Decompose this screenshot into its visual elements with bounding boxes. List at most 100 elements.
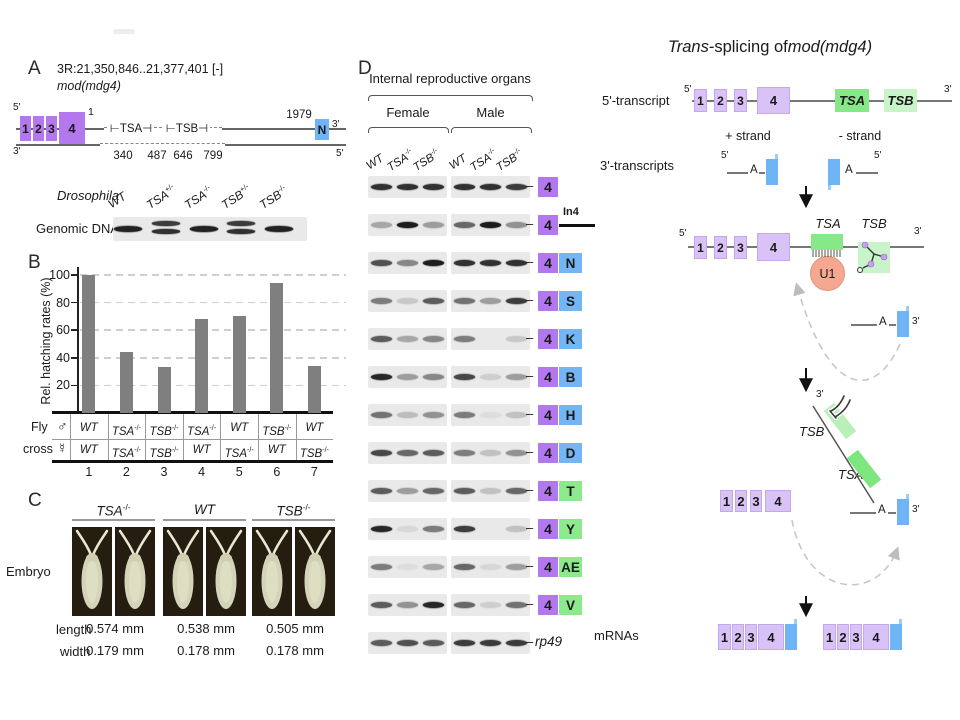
male-bracket [451, 127, 532, 133]
minus-line [856, 172, 878, 174]
rt-pcr-gel-strip [368, 176, 447, 198]
exon4-label-box: 4 [538, 519, 558, 539]
frag3-a-label: A [878, 504, 886, 516]
female-bracket [368, 127, 449, 133]
exon-box-4: 4 [59, 112, 85, 144]
gel-band [227, 229, 255, 234]
gel-band [371, 488, 392, 494]
minus-five-prime: 5' [874, 150, 882, 161]
row-label-dash: – [526, 368, 534, 383]
hairpin-icon [827, 393, 853, 421]
gel-band [454, 412, 475, 418]
y-tick-mark [71, 384, 77, 387]
gel-band [397, 184, 418, 190]
stage2-exon-1: 1 [694, 236, 707, 259]
gel-band [454, 374, 475, 380]
spliced-exon-box-3: 3 [750, 490, 762, 512]
lariat-tsb-segment [823, 402, 857, 440]
cross-female-cell: WT [79, 444, 98, 456]
length-label: length [56, 622, 92, 637]
title-trans: Trans [667, 38, 709, 56]
gel-band [397, 526, 418, 532]
gel-band [506, 640, 527, 646]
gel-band [371, 564, 392, 570]
gridline [80, 329, 346, 331]
gel-band [397, 488, 418, 494]
gel-band [152, 221, 180, 226]
rt-pcr-gel-strip [368, 556, 447, 578]
row1-three-prime: 3' [944, 84, 952, 95]
rt-pcr-gel-strip [368, 632, 447, 654]
table-column-divider [295, 414, 297, 460]
stage2-three-prime: 3' [914, 226, 922, 237]
gel-band [423, 488, 444, 494]
rt-pcr-gel-strip [368, 252, 447, 274]
stage2-tsb-label: TSB [861, 216, 887, 231]
row-label-dash: – [526, 254, 534, 269]
gel-band [152, 229, 180, 234]
splice-variant-box: S [559, 291, 582, 311]
rt-pcr-gel-strip [451, 290, 530, 312]
frag3-three-prime: 3' [912, 504, 920, 515]
gel-band [454, 488, 475, 494]
hatching-rate-bar [195, 319, 209, 413]
panel-c-label: C [28, 490, 42, 511]
gel-band [454, 184, 475, 190]
gel-band [480, 184, 501, 190]
gel-band [506, 222, 527, 228]
embryo-width-value: 0.179 mm [86, 643, 144, 658]
row-label-dash: – [526, 444, 534, 459]
embryo-photo [206, 527, 246, 616]
panel-a-label: A [28, 58, 41, 79]
in4-line [559, 224, 595, 227]
gel-band [397, 450, 418, 456]
female-label: Female [386, 105, 430, 120]
mrna-exon-box-4: 4 [863, 624, 889, 650]
gel-band [423, 526, 444, 532]
rt-pcr-gel-strip [368, 480, 447, 502]
panelA-lane-label: TSB+/- [218, 181, 251, 212]
mrna-exon-box-2: 2 [732, 624, 744, 650]
row-label-dash: – [526, 520, 534, 535]
gel-band [454, 640, 475, 646]
minus-strand-label: - strand [838, 129, 882, 143]
gel-band [371, 450, 392, 456]
spliced-exon-box-4: 4 [765, 490, 791, 512]
table-column-divider [145, 414, 147, 460]
cross-number: 4 [198, 464, 206, 479]
rt-pcr-gel-strip [368, 518, 447, 540]
y-tick-mark [71, 301, 77, 304]
exon-box-2: 2 [33, 116, 44, 141]
exon4-label-box: 4 [538, 595, 558, 615]
rt-pcr-gel-strip [368, 328, 447, 350]
gel-band [480, 640, 501, 646]
gel-band [454, 450, 475, 456]
gel-band [506, 184, 527, 190]
hatching-rate-bar [82, 275, 96, 413]
splice-variant-box: AE [559, 557, 582, 577]
rt-pcr-gel-strip [451, 480, 530, 502]
locus-coordinates: 3R:21,350,846..21,377,401 [-] [57, 62, 224, 76]
embryo-length-value: 0.574 mm [86, 621, 144, 636]
gel-band [480, 488, 501, 494]
stage2-exon-2: 2 [714, 236, 727, 259]
cross-female-cell: TSA-/- [111, 446, 141, 460]
y-tick-mark [71, 274, 77, 276]
row-label-dash: – [526, 558, 534, 573]
cross-number: 2 [122, 464, 130, 479]
gel-band [506, 450, 527, 456]
table-bottom-border [52, 460, 333, 463]
frag3-line [850, 512, 876, 514]
gel-band [423, 184, 444, 190]
u1-basepair-hatch [812, 250, 841, 257]
hatching-rate-bar [232, 316, 246, 413]
title-gene: mod(mdg4) [787, 38, 873, 56]
row1-tsb-box: TSB [884, 89, 917, 112]
gel-band [114, 226, 142, 232]
gel-band [423, 564, 444, 570]
gel-band [506, 260, 527, 266]
lariat-tsa-segment [846, 449, 882, 489]
gel-band [423, 298, 444, 304]
gel-band [371, 298, 392, 304]
genomic-dna-label: Genomic DNA [36, 221, 120, 236]
